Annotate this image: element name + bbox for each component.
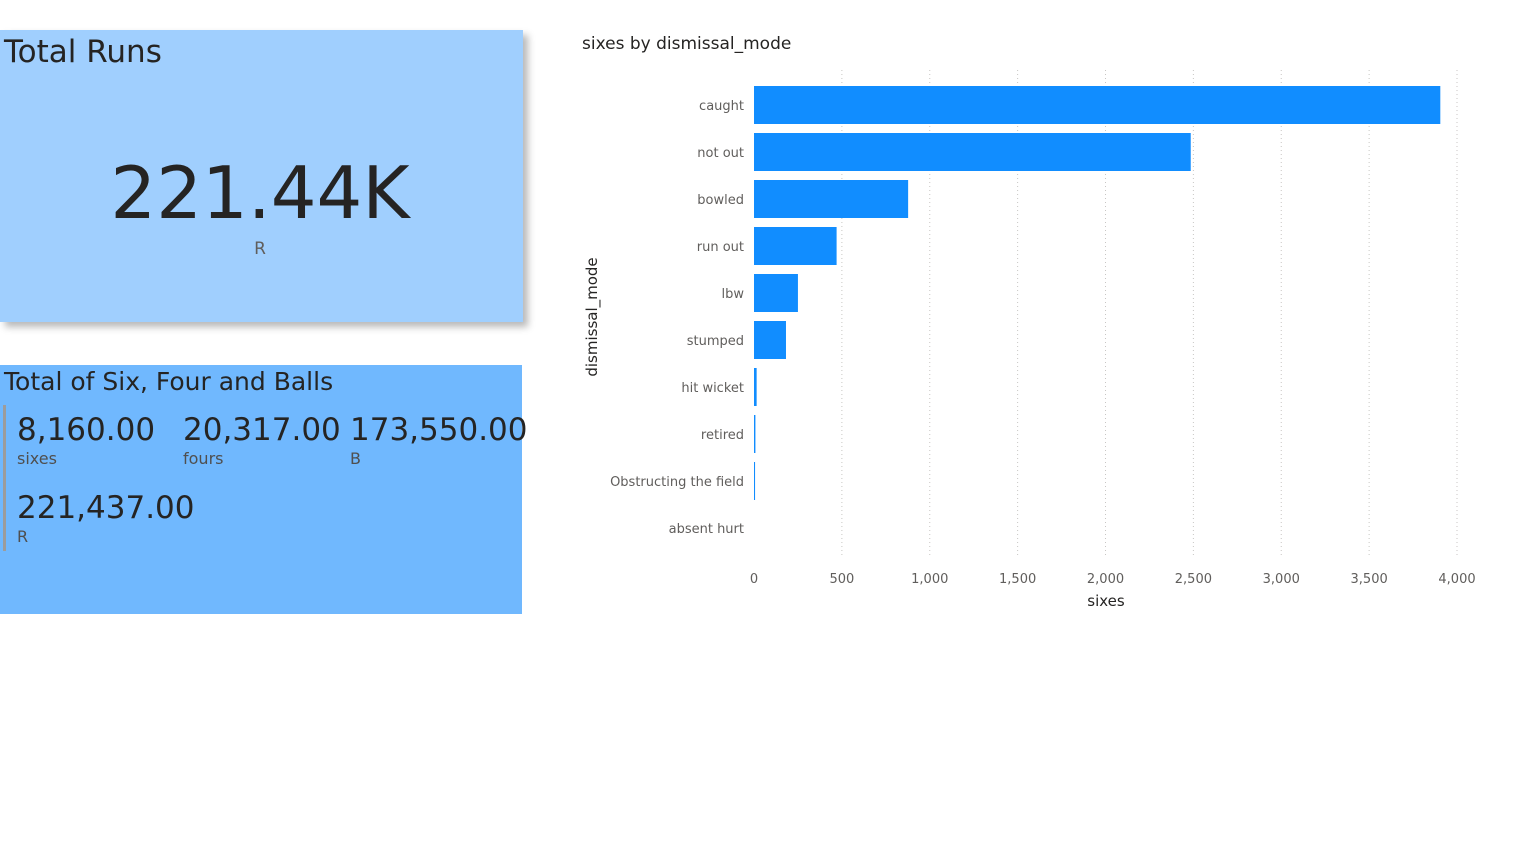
category-label: lbw: [722, 287, 745, 302]
x-tick-label: 1,000: [911, 572, 948, 587]
bar[interactable]: [754, 86, 1441, 124]
bar[interactable]: [754, 368, 757, 406]
category-label: stumped: [687, 334, 744, 349]
x-axis-title: sixes: [1087, 592, 1125, 610]
x-tick-label: 1,500: [999, 572, 1036, 587]
metric-fours: 20,317.00 fours: [183, 411, 341, 469]
bar[interactable]: [754, 227, 837, 265]
metric-value: 221,437.00: [17, 490, 195, 526]
bar[interactable]: [754, 274, 798, 312]
category-labels: caught not out bowled run out lbw stumped hit …: [610, 99, 744, 537]
category-label: retired: [701, 428, 744, 443]
x-tick-label: 3,000: [1263, 572, 1300, 587]
category-label: absent hurt: [669, 522, 744, 537]
bar[interactable]: [754, 133, 1191, 171]
metric-value: 173,550.00: [350, 412, 528, 448]
category-label: Obstructing the field: [610, 475, 744, 490]
bars: [754, 86, 1441, 500]
category-label: hit wicket: [681, 381, 744, 396]
chart-title: sixes by dismissal_mode: [582, 34, 792, 54]
bar[interactable]: [754, 321, 786, 359]
total-runs-value: 221.44K: [110, 151, 410, 235]
x-tick-label: 2,000: [1087, 572, 1124, 587]
metric-label: sixes: [17, 449, 57, 468]
total-runs-title: Total Runs: [4, 34, 162, 70]
card-accent-bar: [3, 405, 6, 551]
category-label: caught: [699, 99, 744, 114]
bar[interactable]: [754, 180, 909, 218]
x-tick-labels: 0 500 1,000 1,500 2,000 2,500 3,000 3,500 4,000: [750, 572, 1476, 587]
totals-card-title: Total of Six, Four and Balls: [4, 367, 334, 396]
total-runs-caption: R: [254, 239, 266, 259]
metric-label: R: [17, 527, 29, 546]
x-tick-label: 3,500: [1351, 572, 1388, 587]
bar-chart[interactable]: caught not out bowled run out lbw stumped hit …: [560, 60, 1500, 620]
x-tick-label: 500: [829, 572, 854, 587]
x-tick-label: 0: [750, 572, 758, 587]
bar[interactable]: [754, 462, 756, 500]
metric-label: B: [350, 449, 361, 468]
category-label: run out: [697, 240, 744, 255]
total-runs-card[interactable]: Total Runs 221.44K R: [0, 30, 523, 322]
category-label: not out: [697, 146, 744, 161]
bar[interactable]: [754, 415, 756, 453]
metric-sixes: 8,160.00 sixes: [17, 411, 155, 469]
metric-value: 20,317.00: [183, 412, 341, 448]
metric-runs: 221,437.00 R: [17, 489, 195, 547]
x-tick-label: 4,000: [1438, 572, 1475, 587]
metric-label: fours: [183, 449, 224, 468]
totals-multi-row-card[interactable]: Total of Six, Four and Balls 8,160.00 si…: [0, 365, 528, 614]
y-axis-title: dismissal_mode: [583, 257, 602, 376]
metric-balls: 173,550.00 B: [350, 411, 528, 469]
x-tick-label: 2,500: [1175, 572, 1212, 587]
metric-value: 8,160.00: [17, 412, 156, 448]
category-label: bowled: [697, 193, 744, 208]
